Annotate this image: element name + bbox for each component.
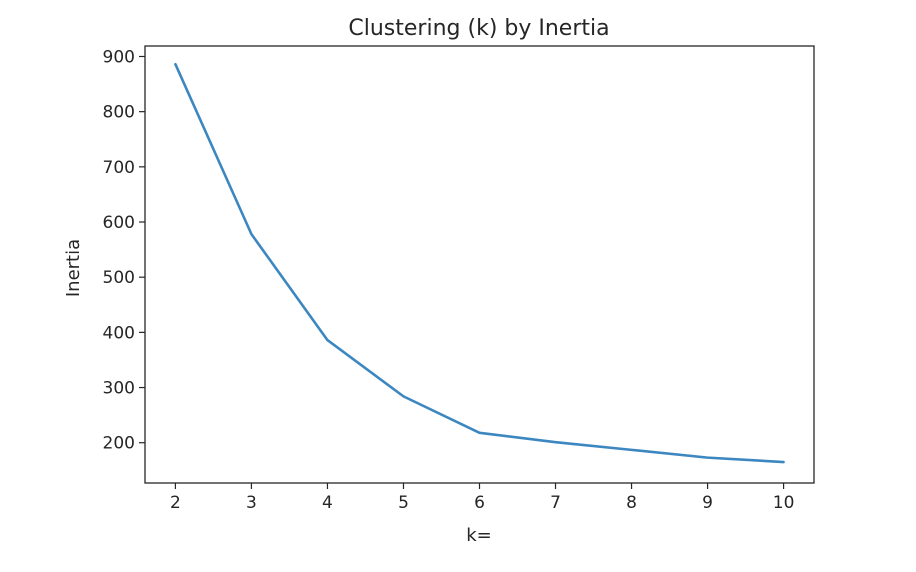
x-tick-label: 2 [170,493,181,513]
plot-frame [144,45,815,484]
y-tick-label: 200 [103,434,135,454]
chart-title: Clustering (k) by Inertia [348,16,609,41]
y-axis: 200 300 400 500 600 700 800 900 [103,47,145,454]
y-tick-label: 700 [103,158,135,178]
y-tick-label: 900 [103,47,135,67]
y-tick-label: 400 [103,323,135,343]
x-axis-label: k= [466,525,492,546]
x-tick-label: 7 [550,493,561,513]
x-tick-label: 9 [702,493,713,513]
x-tick-label: 5 [398,493,409,513]
x-tick-label: 4 [322,493,333,513]
y-tick-label: 800 [103,103,135,123]
y-axis-label: Inertia [63,239,84,297]
y-tick-label: 500 [103,268,135,288]
series-line-1 [174,62,785,464]
y-tick-label: 600 [103,213,135,233]
x-tick-label: 3 [246,493,257,513]
x-tick-label: 8 [626,493,637,513]
x-tick-label: 10 [773,493,795,513]
x-tick-label: 6 [474,493,485,513]
x-axis: 2 3 4 5 6 7 8 9 10 [170,483,794,513]
plot-area [174,62,785,464]
y-tick-label: 300 [103,379,135,399]
